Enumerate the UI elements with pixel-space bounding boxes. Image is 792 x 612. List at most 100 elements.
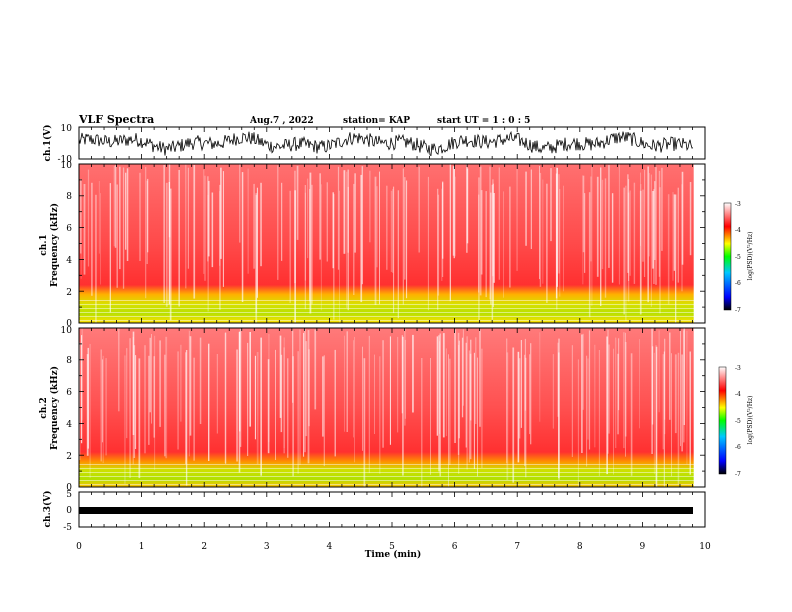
spectrogram-streak [539,166,540,280]
spectrogram-line [79,300,705,301]
spectrogram-streak [667,194,670,305]
spectrogram-streak [404,328,406,426]
spectrogram-streak [323,355,325,467]
ch1-spec-ylabel-channel: ch.1 [39,234,49,255]
spectrogram-streak [114,165,117,248]
spectrogram-streak [481,348,483,468]
spectrogram-line [79,468,705,469]
spectrogram-streak [87,169,90,267]
ch2-spec-ytick-0: 0 [66,483,72,493]
spectrogram-streak [669,332,671,420]
spectrogram-streak [239,331,241,432]
spectrogram-streak [102,359,103,443]
spectrogram-streak [122,167,125,289]
axis-ticks [78,127,706,527]
spectrogram-streak [618,338,620,411]
spectrogram-streak [87,347,89,449]
spectrogram-streak [655,346,658,489]
ch2-cbar-tick-6: -6 [735,444,741,451]
spectrogram-streak [89,344,91,478]
spectrogram-streak [139,172,141,261]
spectrogram-streak [109,183,111,313]
figure-title: VLF Spectra [78,113,154,126]
spectrogram-streak [379,171,380,305]
spectrogram-streak [659,187,661,314]
ch1-spec-ytick-0: 0 [66,319,72,329]
spectrogram-streak [193,165,196,299]
spectrogram-streak [651,328,653,454]
ch2-spec-ylabel-channel: ch.2 [39,397,49,418]
spectrogram-streak [402,168,404,305]
spectrogram-streak [661,167,663,251]
spectrogram-streak [363,358,366,497]
spectrogram-streak [379,356,381,474]
spectrogram-streak [442,333,445,438]
spectrogram-streak [677,187,679,283]
spectrogram-streak [491,184,494,320]
spectrogram-streak [625,332,626,457]
spectrogram-streak [686,331,688,465]
spectrogram-streak [332,192,334,269]
spectrogram-streak [135,355,137,449]
spectrogram-streak [558,352,560,478]
spectrogram-streak [297,351,299,474]
ch2-cbar-tick-5: -5 [735,418,741,425]
ch2-colorbar-label: log(PSD)(V²/Hz) [747,396,754,445]
spectrogram-streak [590,176,592,262]
spectrogram-streak [404,177,406,280]
spectrogram-streak [126,168,129,261]
spectrogram-streak [625,185,627,321]
spectrogram-nodata [693,164,705,323]
ch1-cbar-tick-4: -4 [735,227,741,234]
ch1-spec-ytick-4: 4 [66,256,72,266]
ch2-spectrogram-image [79,328,705,487]
spectrogram-streak [132,331,135,435]
spectrogram-streak [681,354,683,452]
spectrogram-streak [145,166,147,299]
spectrogram-streak [455,176,456,257]
spectrogram-streak [588,330,591,450]
spectrogram-streak [307,330,310,464]
spectrogram-streak [517,351,520,463]
spectrogram-streak [83,184,86,275]
ch3-ytick-mid: 0 [66,506,72,516]
spectrogram-streak [606,336,608,475]
spectrogram-streak [132,336,134,465]
spectrogram-streak [516,164,518,271]
spectrogram-streak [406,180,408,299]
spectrogram-streak [418,166,420,253]
x-tick-label: 4 [327,542,333,552]
spectrogram-streak [126,348,128,439]
spectrogram-streak [343,170,346,254]
spectrogram-streak [279,335,282,418]
x-tick-label: 6 [452,542,458,552]
spectrogram-streak [623,187,625,315]
spectrogram-streak [260,182,262,267]
spectrogram-streak [524,354,526,467]
spectrogram-streak [598,350,600,476]
spectrogram-line [79,308,705,309]
spectrogram-streak [208,343,210,461]
spectrogram-streak [586,355,588,467]
spectrogram-streak [680,330,681,447]
ch1-spectrogram-panel: 0 2 4 6 8 10 ch.1 Frequency (kHz) -3 -4 … [39,161,754,333]
spectrogram-streak [353,183,355,295]
ch1-waveform-ylabel: ch.1(V) [42,125,53,162]
spectrogram-streak [437,194,440,296]
spectrogram-streak [360,174,363,303]
spectrogram-streak [80,180,82,279]
spectrogram-streak [339,190,340,329]
x-tick-label: 7 [514,542,520,552]
spectrogram-streak [165,182,168,307]
spectrogram-streak [256,187,258,298]
spectrogram-streak [601,179,604,270]
spectrogram-streak [530,169,532,249]
spectrogram-streak [368,335,370,474]
spectrogram-streak [563,185,564,292]
spectrogram-streak [124,355,126,484]
spectrogram-streak [468,350,470,463]
spectrogram-streak [353,340,354,438]
spectrogram-streak [177,351,179,450]
spectrogram-streak [204,175,206,281]
spectrogram-streak [199,337,202,424]
